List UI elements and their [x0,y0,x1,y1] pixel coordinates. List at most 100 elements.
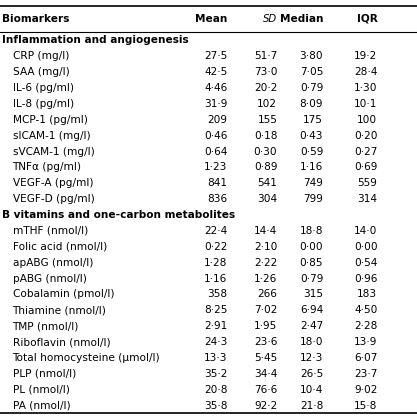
Text: 0·64: 0·64 [204,146,227,156]
Text: Riboflavin (nmol/l): Riboflavin (nmol/l) [13,337,110,347]
Text: 836: 836 [207,194,227,204]
Text: 175: 175 [303,115,323,125]
Text: 1·16: 1·16 [204,273,227,284]
Text: 2·47: 2·47 [300,321,323,331]
Text: 358: 358 [207,290,227,300]
Text: 8·25: 8·25 [204,305,227,315]
Text: 20·2: 20·2 [254,83,277,93]
Text: 10·4: 10·4 [300,385,323,395]
Text: Thiamine (nmol/l): Thiamine (nmol/l) [13,305,106,315]
Text: 9·02: 9·02 [354,385,377,395]
Text: 51·7: 51·7 [254,51,277,61]
Text: 18·0: 18·0 [300,337,323,347]
Text: 100: 100 [357,115,377,125]
Text: 76·6: 76·6 [254,385,277,395]
Text: B vitamins and one-carbon metabolites: B vitamins and one-carbon metabolites [2,210,235,220]
Text: PA (nmol/l): PA (nmol/l) [13,401,70,411]
Text: SD: SD [263,14,277,24]
Text: 12·3: 12·3 [300,353,323,363]
Text: 23·6: 23·6 [254,337,277,347]
Text: 1·30: 1·30 [354,83,377,93]
Text: 22·4: 22·4 [204,226,227,236]
Text: 34·4: 34·4 [254,369,277,379]
Text: 6·07: 6·07 [354,353,377,363]
Text: 2·22: 2·22 [254,258,277,267]
Text: 3·80: 3·80 [299,51,323,61]
Text: 26·5: 26·5 [300,369,323,379]
Text: Median: Median [280,14,323,24]
Text: 14·4: 14·4 [254,226,277,236]
Text: 2·10: 2·10 [254,242,277,252]
Text: 266: 266 [257,290,277,300]
Text: 24·3: 24·3 [204,337,227,347]
Text: 1·95: 1·95 [254,321,277,331]
Text: VEGF-A (pg/ml): VEGF-A (pg/ml) [13,178,93,188]
Text: Total homocysteine (μmol/l): Total homocysteine (μmol/l) [13,353,160,363]
Text: 31·9: 31·9 [204,99,227,109]
Text: 35·8: 35·8 [204,401,227,411]
Text: 7·02: 7·02 [254,305,277,315]
Text: 2·28: 2·28 [354,321,377,331]
Text: MCP-1 (pg/ml): MCP-1 (pg/ml) [13,115,88,125]
Text: SAA (mg/l): SAA (mg/l) [13,67,69,77]
Text: 5·45: 5·45 [254,353,277,363]
Text: 0·79: 0·79 [300,273,323,284]
Text: sVCAM-1 (mg/l): sVCAM-1 (mg/l) [13,146,94,156]
Text: 15·8: 15·8 [354,401,377,411]
Text: 0·43: 0·43 [300,131,323,141]
Text: IQR: IQR [357,14,377,24]
Text: TMP (nmol/l): TMP (nmol/l) [13,321,79,331]
Text: mTHF (nmol/l): mTHF (nmol/l) [13,226,88,236]
Text: Mean: Mean [195,14,227,24]
Text: 0·79: 0·79 [300,83,323,93]
Text: PLP (nmol/l): PLP (nmol/l) [13,369,76,379]
Text: 0·30: 0·30 [254,146,277,156]
Text: 14·0: 14·0 [354,226,377,236]
Text: 0·20: 0·20 [354,131,377,141]
Text: 314: 314 [357,194,377,204]
Text: 0·46: 0·46 [204,131,227,141]
Text: 1·26: 1·26 [254,273,277,284]
Text: IL-8 (pg/ml): IL-8 (pg/ml) [13,99,74,109]
Text: 27·5: 27·5 [204,51,227,61]
Text: 0·00: 0·00 [354,242,377,252]
Text: 0·59: 0·59 [300,146,323,156]
Text: 304: 304 [257,194,277,204]
Text: 0·89: 0·89 [254,162,277,172]
Text: 4·50: 4·50 [354,305,377,315]
Text: apABG (nmol/l): apABG (nmol/l) [13,258,93,267]
Text: IL-6 (pg/ml): IL-6 (pg/ml) [13,83,73,93]
Text: pABG (nmol/l): pABG (nmol/l) [13,273,86,284]
Text: 6·94: 6·94 [300,305,323,315]
Text: 4·46: 4·46 [204,83,227,93]
Text: 35·2: 35·2 [204,369,227,379]
Text: 20·8: 20·8 [204,385,227,395]
Text: 541: 541 [257,178,277,188]
Text: 10·1: 10·1 [354,99,377,109]
Text: Cobalamin (pmol/l): Cobalamin (pmol/l) [13,290,114,300]
Text: TNFα (pg/ml): TNFα (pg/ml) [13,162,81,172]
Text: 8·09: 8·09 [300,99,323,109]
Text: 23·7: 23·7 [354,369,377,379]
Text: 92·2: 92·2 [254,401,277,411]
Text: VEGF-D (pg/ml): VEGF-D (pg/ml) [13,194,94,204]
Text: Biomarkers: Biomarkers [2,14,70,24]
Text: 1·28: 1·28 [204,258,227,267]
Text: 749: 749 [303,178,323,188]
Text: 18·8: 18·8 [300,226,323,236]
Text: 2·91: 2·91 [204,321,227,331]
Text: 0·85: 0·85 [300,258,323,267]
Text: 7·05: 7·05 [300,67,323,77]
Text: 13·9: 13·9 [354,337,377,347]
Text: 315: 315 [303,290,323,300]
Text: 19·2: 19·2 [354,51,377,61]
Text: 841: 841 [207,178,227,188]
Text: 102: 102 [257,99,277,109]
Text: 0·27: 0·27 [354,146,377,156]
Text: PL (nmol/l): PL (nmol/l) [13,385,69,395]
Text: 1·16: 1·16 [300,162,323,172]
Text: 0·22: 0·22 [204,242,227,252]
Text: 1·23: 1·23 [204,162,227,172]
Text: 0·54: 0·54 [354,258,377,267]
Text: Folic acid (nmol/l): Folic acid (nmol/l) [13,242,107,252]
